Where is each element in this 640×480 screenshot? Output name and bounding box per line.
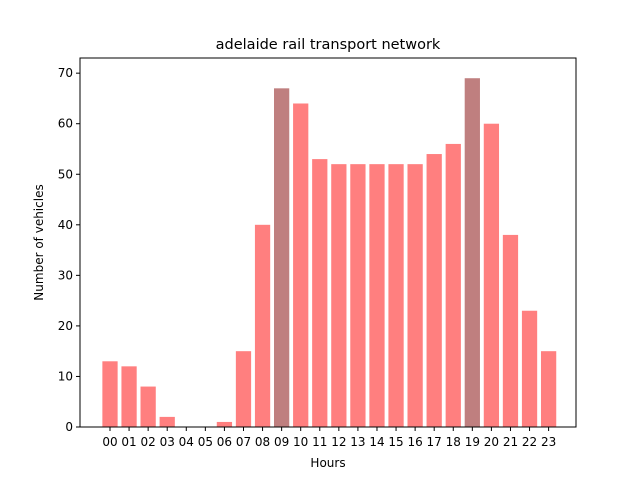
plot-frame [79, 57, 577, 428]
bar-02 [140, 386, 156, 427]
x-tick-label-03: 03 [160, 435, 175, 449]
bar-11 [312, 159, 328, 427]
x-tick-label-04: 04 [179, 435, 194, 449]
x-tick-label-15: 15 [388, 435, 403, 449]
x-tick-label-17: 17 [427, 435, 442, 449]
x-tick-label-16: 16 [407, 435, 422, 449]
x-tick-label-14: 14 [369, 435, 384, 449]
bar-12 [331, 164, 347, 427]
y-tick-label-20: 20 [58, 319, 73, 333]
bar-18 [445, 143, 461, 427]
x-tick-label-19: 19 [465, 435, 480, 449]
y-tick-label-10: 10 [58, 369, 73, 383]
x-tick-label-12: 12 [331, 435, 346, 449]
y-tick-label-50: 50 [58, 167, 73, 181]
y-axis-label: Number of vehicles [32, 184, 46, 300]
bar-07 [235, 351, 252, 427]
x-tick-label-23: 23 [541, 435, 556, 449]
y-axis-ticks: 0 10 20 30 40 50 60 70 [58, 66, 80, 434]
x-tick-label-18: 18 [446, 435, 461, 449]
bar-17 [426, 154, 442, 428]
x-tick-label-09: 09 [274, 435, 289, 449]
bar-14 [369, 164, 385, 427]
bar-23 [540, 351, 557, 427]
bar-08 [254, 224, 271, 427]
x-tick-label-06: 06 [217, 435, 232, 449]
x-tick-label-08: 08 [255, 435, 270, 449]
x-axis-ticks: 00 01 02 03 04 05 06 07 08 09 10 11 12 13 14 15 16 17 18 19… [102, 427, 556, 449]
x-tick-label-02: 02 [140, 435, 155, 449]
bar-09 [274, 88, 290, 427]
y-tick-label-30: 30 [58, 268, 73, 282]
bars-group [102, 78, 557, 428]
x-tick-label-01: 01 [121, 435, 136, 449]
bar-21 [502, 234, 519, 427]
bar-00 [102, 361, 118, 427]
bar-03 [159, 416, 175, 427]
y-tick-label-40: 40 [58, 218, 73, 232]
x-axis-label: Hours [310, 456, 345, 470]
bar-13 [350, 164, 366, 427]
x-tick-label-05: 05 [198, 435, 213, 449]
x-tick-label-13: 13 [350, 435, 365, 449]
x-tick-label-21: 21 [503, 435, 518, 449]
bar-16 [407, 164, 423, 427]
bar-15 [388, 164, 404, 427]
x-tick-label-00: 00 [102, 435, 117, 449]
bar-10 [293, 103, 309, 428]
x-tick-label-20: 20 [484, 435, 499, 449]
bar-20 [483, 123, 500, 428]
bar-06 [216, 421, 233, 427]
chart-title: adelaide rail transport network [216, 37, 441, 53]
x-tick-label-07: 07 [236, 435, 251, 449]
x-tick-label-10: 10 [293, 435, 308, 449]
x-tick-label-22: 22 [522, 435, 537, 449]
bar-19 [464, 78, 480, 427]
bar-01 [121, 366, 137, 427]
x-tick-label-11: 11 [312, 435, 327, 449]
bar-22 [521, 310, 538, 427]
y-tick-label-0: 0 [65, 420, 73, 434]
y-tick-label-70: 70 [58, 66, 73, 80]
y-tick-label-60: 60 [58, 117, 73, 131]
